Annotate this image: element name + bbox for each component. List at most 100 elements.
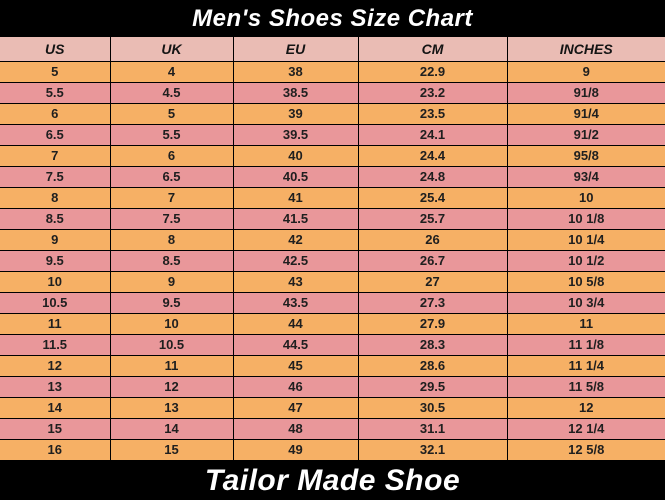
table-row: 6.5 5.5 39.5 24.1 91/2 [0,124,665,146]
cell-uk: 8 [110,229,234,251]
cell-us: 9.5 [0,250,111,272]
cell-uk: 4.5 [110,82,234,104]
table-row: 6 5 39 23.5 91/4 [0,103,665,125]
table-row: 8.5 7.5 41.5 25.7 10 1/8 [0,208,665,230]
cell-cm: 24.1 [358,124,508,146]
table-row: 9.5 8.5 42.5 26.7 10 1/2 [0,250,665,272]
table-row: 11.5 10.5 44.5 28.3 11 1/8 [0,334,665,356]
cell-us: 6 [0,103,111,125]
cell-cm: 30.5 [358,397,508,419]
cell-inches: 11 1/4 [507,355,665,377]
cell-eu: 39 [233,103,359,125]
cell-inches: 10 1/4 [507,229,665,251]
cell-us: 10 [0,271,111,293]
cell-uk: 15 [110,439,234,461]
cell-cm: 27.9 [358,313,508,335]
cell-eu: 44.5 [233,334,359,356]
table-row: 11 10 44 27.9 11 [0,313,665,335]
cell-cm: 22.9 [358,61,508,83]
cell-uk: 6 [110,145,234,167]
cell-eu: 44 [233,313,359,335]
cell-cm: 23.2 [358,82,508,104]
table-row: 16 15 49 32.1 12 5/8 [0,439,665,461]
cell-inches: 91/8 [507,82,665,104]
cell-eu: 46 [233,376,359,398]
table-row: 5.5 4.5 38.5 23.2 91/8 [0,82,665,104]
cell-us: 11.5 [0,334,111,356]
cell-cm: 27 [358,271,508,293]
column-header-uk: UK [110,37,234,62]
cell-us: 13 [0,376,111,398]
cell-eu: 41 [233,187,359,209]
cell-us: 16 [0,439,111,461]
cell-eu: 40 [233,145,359,167]
column-header-us: US [0,37,111,62]
page-title: Men's Shoes Size Chart [0,0,665,37]
cell-cm: 28.6 [358,355,508,377]
cell-eu: 40.5 [233,166,359,188]
table-row: 14 13 47 30.5 12 [0,397,665,419]
cell-uk: 9 [110,271,234,293]
cell-cm: 24.8 [358,166,508,188]
cell-inches: 10 [507,187,665,209]
cell-cm: 24.4 [358,145,508,167]
cell-inches: 11 [507,313,665,335]
cell-us: 5 [0,61,111,83]
cell-uk: 12 [110,376,234,398]
cell-inches: 11 5/8 [507,376,665,398]
cell-eu: 39.5 [233,124,359,146]
table-row: 12 11 45 28.6 11 1/4 [0,355,665,377]
cell-us: 7 [0,145,111,167]
table-row: 10.5 9.5 43.5 27.3 10 3/4 [0,292,665,314]
size-table: US UK EU CM INCHES 5 4 38 22.9 9 5.5 4.5 38.5 23.2 91… [0,37,665,461]
cell-inches: 9 [507,61,665,83]
cell-cm: 28.3 [358,334,508,356]
cell-uk: 7 [110,187,234,209]
table-row: 15 14 48 31.1 12 1/4 [0,418,665,440]
table-row: 13 12 46 29.5 11 5/8 [0,376,665,398]
table-row: 7 6 40 24.4 95/8 [0,145,665,167]
cell-inches: 12 5/8 [507,439,665,461]
footer-title: Tailor Made Shoe [0,460,665,500]
cell-inches: 10 1/8 [507,208,665,230]
cell-inches: 10 3/4 [507,292,665,314]
table-body: 5 4 38 22.9 9 5.5 4.5 38.5 23.2 91/8 6 5 39 23.5 91/4 6… [0,61,665,461]
cell-inches: 12 1/4 [507,418,665,440]
cell-inches: 93/4 [507,166,665,188]
cell-cm: 26.7 [358,250,508,272]
cell-us: 7.5 [0,166,111,188]
cell-inches: 95/8 [507,145,665,167]
cell-uk: 10.5 [110,334,234,356]
cell-us: 8 [0,187,111,209]
cell-cm: 32.1 [358,439,508,461]
cell-cm: 31.1 [358,418,508,440]
cell-us: 5.5 [0,82,111,104]
cell-inches: 91/4 [507,103,665,125]
cell-inches: 12 [507,397,665,419]
cell-us: 11 [0,313,111,335]
cell-cm: 29.5 [358,376,508,398]
cell-cm: 26 [358,229,508,251]
cell-uk: 5.5 [110,124,234,146]
cell-inches: 10 5/8 [507,271,665,293]
column-header-inches: INCHES [507,37,665,62]
cell-eu: 48 [233,418,359,440]
cell-us: 8.5 [0,208,111,230]
cell-cm: 27.3 [358,292,508,314]
cell-eu: 41.5 [233,208,359,230]
cell-us: 15 [0,418,111,440]
cell-uk: 5 [110,103,234,125]
cell-eu: 38.5 [233,82,359,104]
cell-uk: 8.5 [110,250,234,272]
header-row: US UK EU CM INCHES [0,37,665,62]
cell-eu: 42.5 [233,250,359,272]
table-row: 10 9 43 27 10 5/8 [0,271,665,293]
cell-uk: 9.5 [110,292,234,314]
cell-eu: 42 [233,229,359,251]
cell-us: 9 [0,229,111,251]
cell-uk: 11 [110,355,234,377]
cell-inches: 10 1/2 [507,250,665,272]
cell-uk: 6.5 [110,166,234,188]
cell-uk: 10 [110,313,234,335]
